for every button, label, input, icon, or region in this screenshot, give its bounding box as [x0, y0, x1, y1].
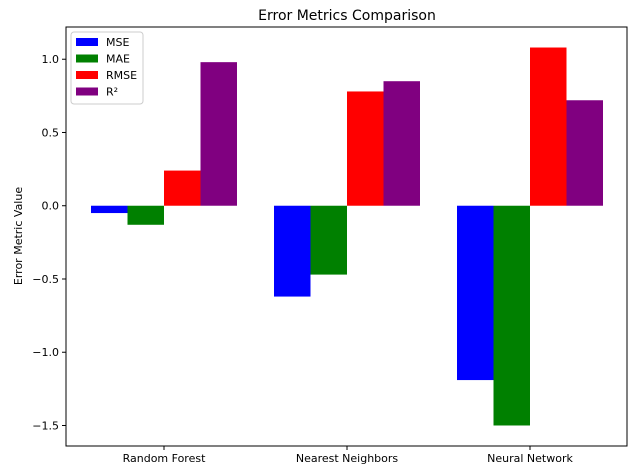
bar-mse-neural-network — [457, 205, 494, 381]
y-tick-label: −1.0 — [32, 346, 59, 359]
y-axis-label: Error Metric Value — [12, 187, 25, 285]
y-tick-label: −1.5 — [32, 419, 59, 432]
bar-mse-nearest-neighbors — [274, 205, 311, 297]
y-tick-label: 0.5 — [42, 126, 60, 139]
y-tick-label: −0.5 — [32, 273, 59, 286]
legend-swatch-mae — [76, 54, 98, 63]
plot-area: −1.5 −1.0 −0.5 0.0 0.5 1.0 Random Forest Neares… — [32, 26, 628, 465]
bar-mae-neural-network — [493, 205, 530, 426]
legend-label: MAE — [106, 53, 130, 66]
bar-r-nearest-neighbors — [383, 81, 420, 206]
bar-r-random-forest — [200, 62, 237, 206]
legend-label: MSE — [106, 36, 129, 49]
legend-swatch-mse — [76, 38, 98, 46]
x-tick-label: Nearest Neighbors — [296, 452, 399, 465]
chart-title: Error Metrics Comparison — [258, 8, 436, 24]
bar-rmse-neural-network — [530, 47, 567, 206]
legend-swatch-r — [76, 87, 98, 96]
bar-mae-random-forest — [127, 205, 164, 225]
x-tick-label: Neural Network — [487, 452, 573, 465]
y-tick-label: 1.0 — [42, 53, 60, 66]
y-tick-label: 0.0 — [42, 200, 60, 213]
bar-mse-random-forest — [91, 205, 128, 214]
legend-swatch-rmse — [76, 71, 98, 79]
bar-rmse-nearest-neighbors — [347, 91, 384, 206]
bar-mae-nearest-neighbors — [310, 205, 347, 275]
bar-rmse-random-forest — [164, 170, 201, 206]
x-tick-label: Random Forest — [123, 452, 206, 465]
legend-label: R² — [106, 86, 118, 99]
legend-label: RMSE — [106, 69, 137, 82]
legend — [70, 31, 144, 105]
bar-r-neural-network — [566, 100, 603, 206]
